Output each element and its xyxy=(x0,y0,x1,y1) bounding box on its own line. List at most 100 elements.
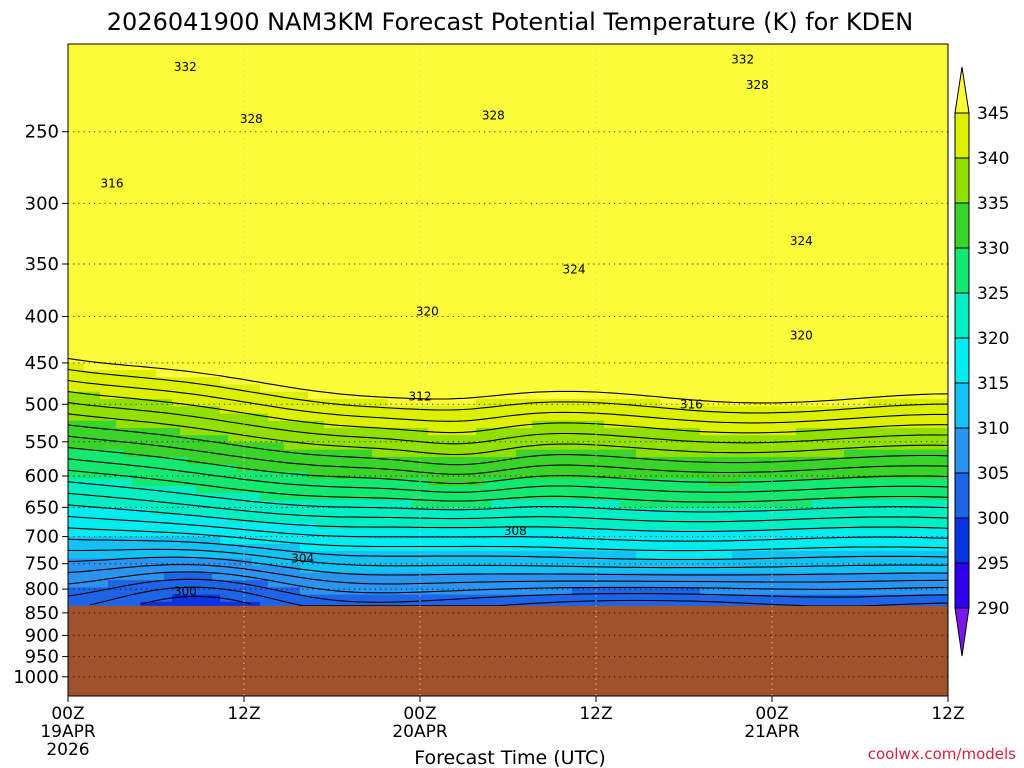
field-cell xyxy=(916,145,925,154)
field-cell xyxy=(260,225,269,233)
field-cell xyxy=(348,145,357,154)
field-cell xyxy=(572,203,581,212)
field-cell xyxy=(396,174,405,183)
field-cell xyxy=(740,109,749,118)
field-cell xyxy=(500,65,509,74)
field-cell xyxy=(204,65,213,74)
field-cell xyxy=(884,341,893,349)
field-cell xyxy=(108,167,117,175)
field-cell xyxy=(524,203,533,212)
field-cell xyxy=(228,152,237,161)
field-cell xyxy=(316,123,325,132)
field-cell xyxy=(556,123,565,132)
field-cell xyxy=(812,268,821,277)
field-cell xyxy=(252,232,261,241)
field-cell xyxy=(428,58,437,67)
field-cell xyxy=(172,239,181,248)
field-cell xyxy=(84,72,93,81)
field-cell xyxy=(284,101,293,110)
field-cell xyxy=(732,261,741,270)
field-cell xyxy=(324,196,333,204)
field-cell xyxy=(868,174,877,183)
field-cell xyxy=(68,225,77,233)
field-cell xyxy=(860,355,869,364)
field-cell xyxy=(940,145,948,154)
field-cell xyxy=(364,254,373,262)
field-cell xyxy=(828,94,837,103)
field-cell xyxy=(876,138,885,147)
field-cell xyxy=(308,203,317,212)
field-cell xyxy=(492,319,501,328)
field-cell xyxy=(92,72,101,81)
field-cell xyxy=(92,181,101,190)
field-cell xyxy=(100,116,109,125)
field-cell xyxy=(732,341,741,349)
field-cell xyxy=(348,167,357,175)
field-cell xyxy=(580,174,589,183)
field-cell xyxy=(700,225,709,233)
field-cell xyxy=(276,203,285,212)
field-cell xyxy=(484,51,493,60)
field-cell xyxy=(196,94,205,103)
field-cell xyxy=(404,51,413,60)
field-cell xyxy=(652,232,661,241)
field-cell xyxy=(172,72,181,81)
field-cell xyxy=(116,268,125,277)
field-cell xyxy=(316,341,325,349)
field-cell xyxy=(596,246,605,255)
field-cell xyxy=(140,261,149,270)
field-cell xyxy=(540,51,549,60)
field-cell xyxy=(940,341,948,349)
field-cell xyxy=(572,51,581,60)
field-cell xyxy=(820,246,829,255)
field-cell xyxy=(380,326,389,335)
field-cell xyxy=(836,123,845,132)
field-cell xyxy=(244,304,253,313)
field-cell xyxy=(300,181,309,190)
field-cell xyxy=(940,44,948,52)
field-cell xyxy=(612,225,621,233)
field-cell xyxy=(316,290,325,299)
field-cell xyxy=(292,232,301,241)
field-cell xyxy=(372,210,381,219)
field-cell xyxy=(420,210,429,219)
field-cell xyxy=(492,145,501,154)
field-cell xyxy=(348,254,357,262)
field-cell xyxy=(204,51,213,60)
field-cell xyxy=(540,181,549,190)
field-cell xyxy=(292,167,301,175)
field-cell xyxy=(524,225,533,233)
field-cell xyxy=(572,290,581,299)
field-cell xyxy=(396,217,405,226)
field-cell xyxy=(652,355,661,364)
field-cell xyxy=(652,181,661,190)
field-cell xyxy=(796,261,805,270)
field-cell xyxy=(220,174,229,183)
field-cell xyxy=(580,58,589,67)
field-cell xyxy=(812,116,821,125)
field-cell xyxy=(644,283,653,291)
field-cell xyxy=(252,72,261,81)
field-cell xyxy=(500,239,509,248)
field-cell xyxy=(476,152,485,161)
field-cell xyxy=(756,217,765,226)
field-cell xyxy=(716,355,725,364)
field-cell xyxy=(156,275,165,284)
field-cell xyxy=(564,326,573,335)
field-cell xyxy=(804,326,813,335)
field-cell xyxy=(308,246,317,255)
field-cell xyxy=(268,341,277,349)
field-cell xyxy=(580,109,589,118)
field-cell xyxy=(244,159,253,168)
field-cell xyxy=(860,203,869,212)
field-cell xyxy=(764,58,773,67)
field-cell xyxy=(612,58,621,67)
field-cell xyxy=(76,203,85,212)
field-cell xyxy=(164,290,173,299)
field-cell xyxy=(612,138,621,147)
field-cell xyxy=(324,87,333,96)
field-cell xyxy=(884,123,893,132)
field-cell xyxy=(788,167,797,175)
field-cell xyxy=(828,210,837,219)
field-cell xyxy=(636,188,645,197)
